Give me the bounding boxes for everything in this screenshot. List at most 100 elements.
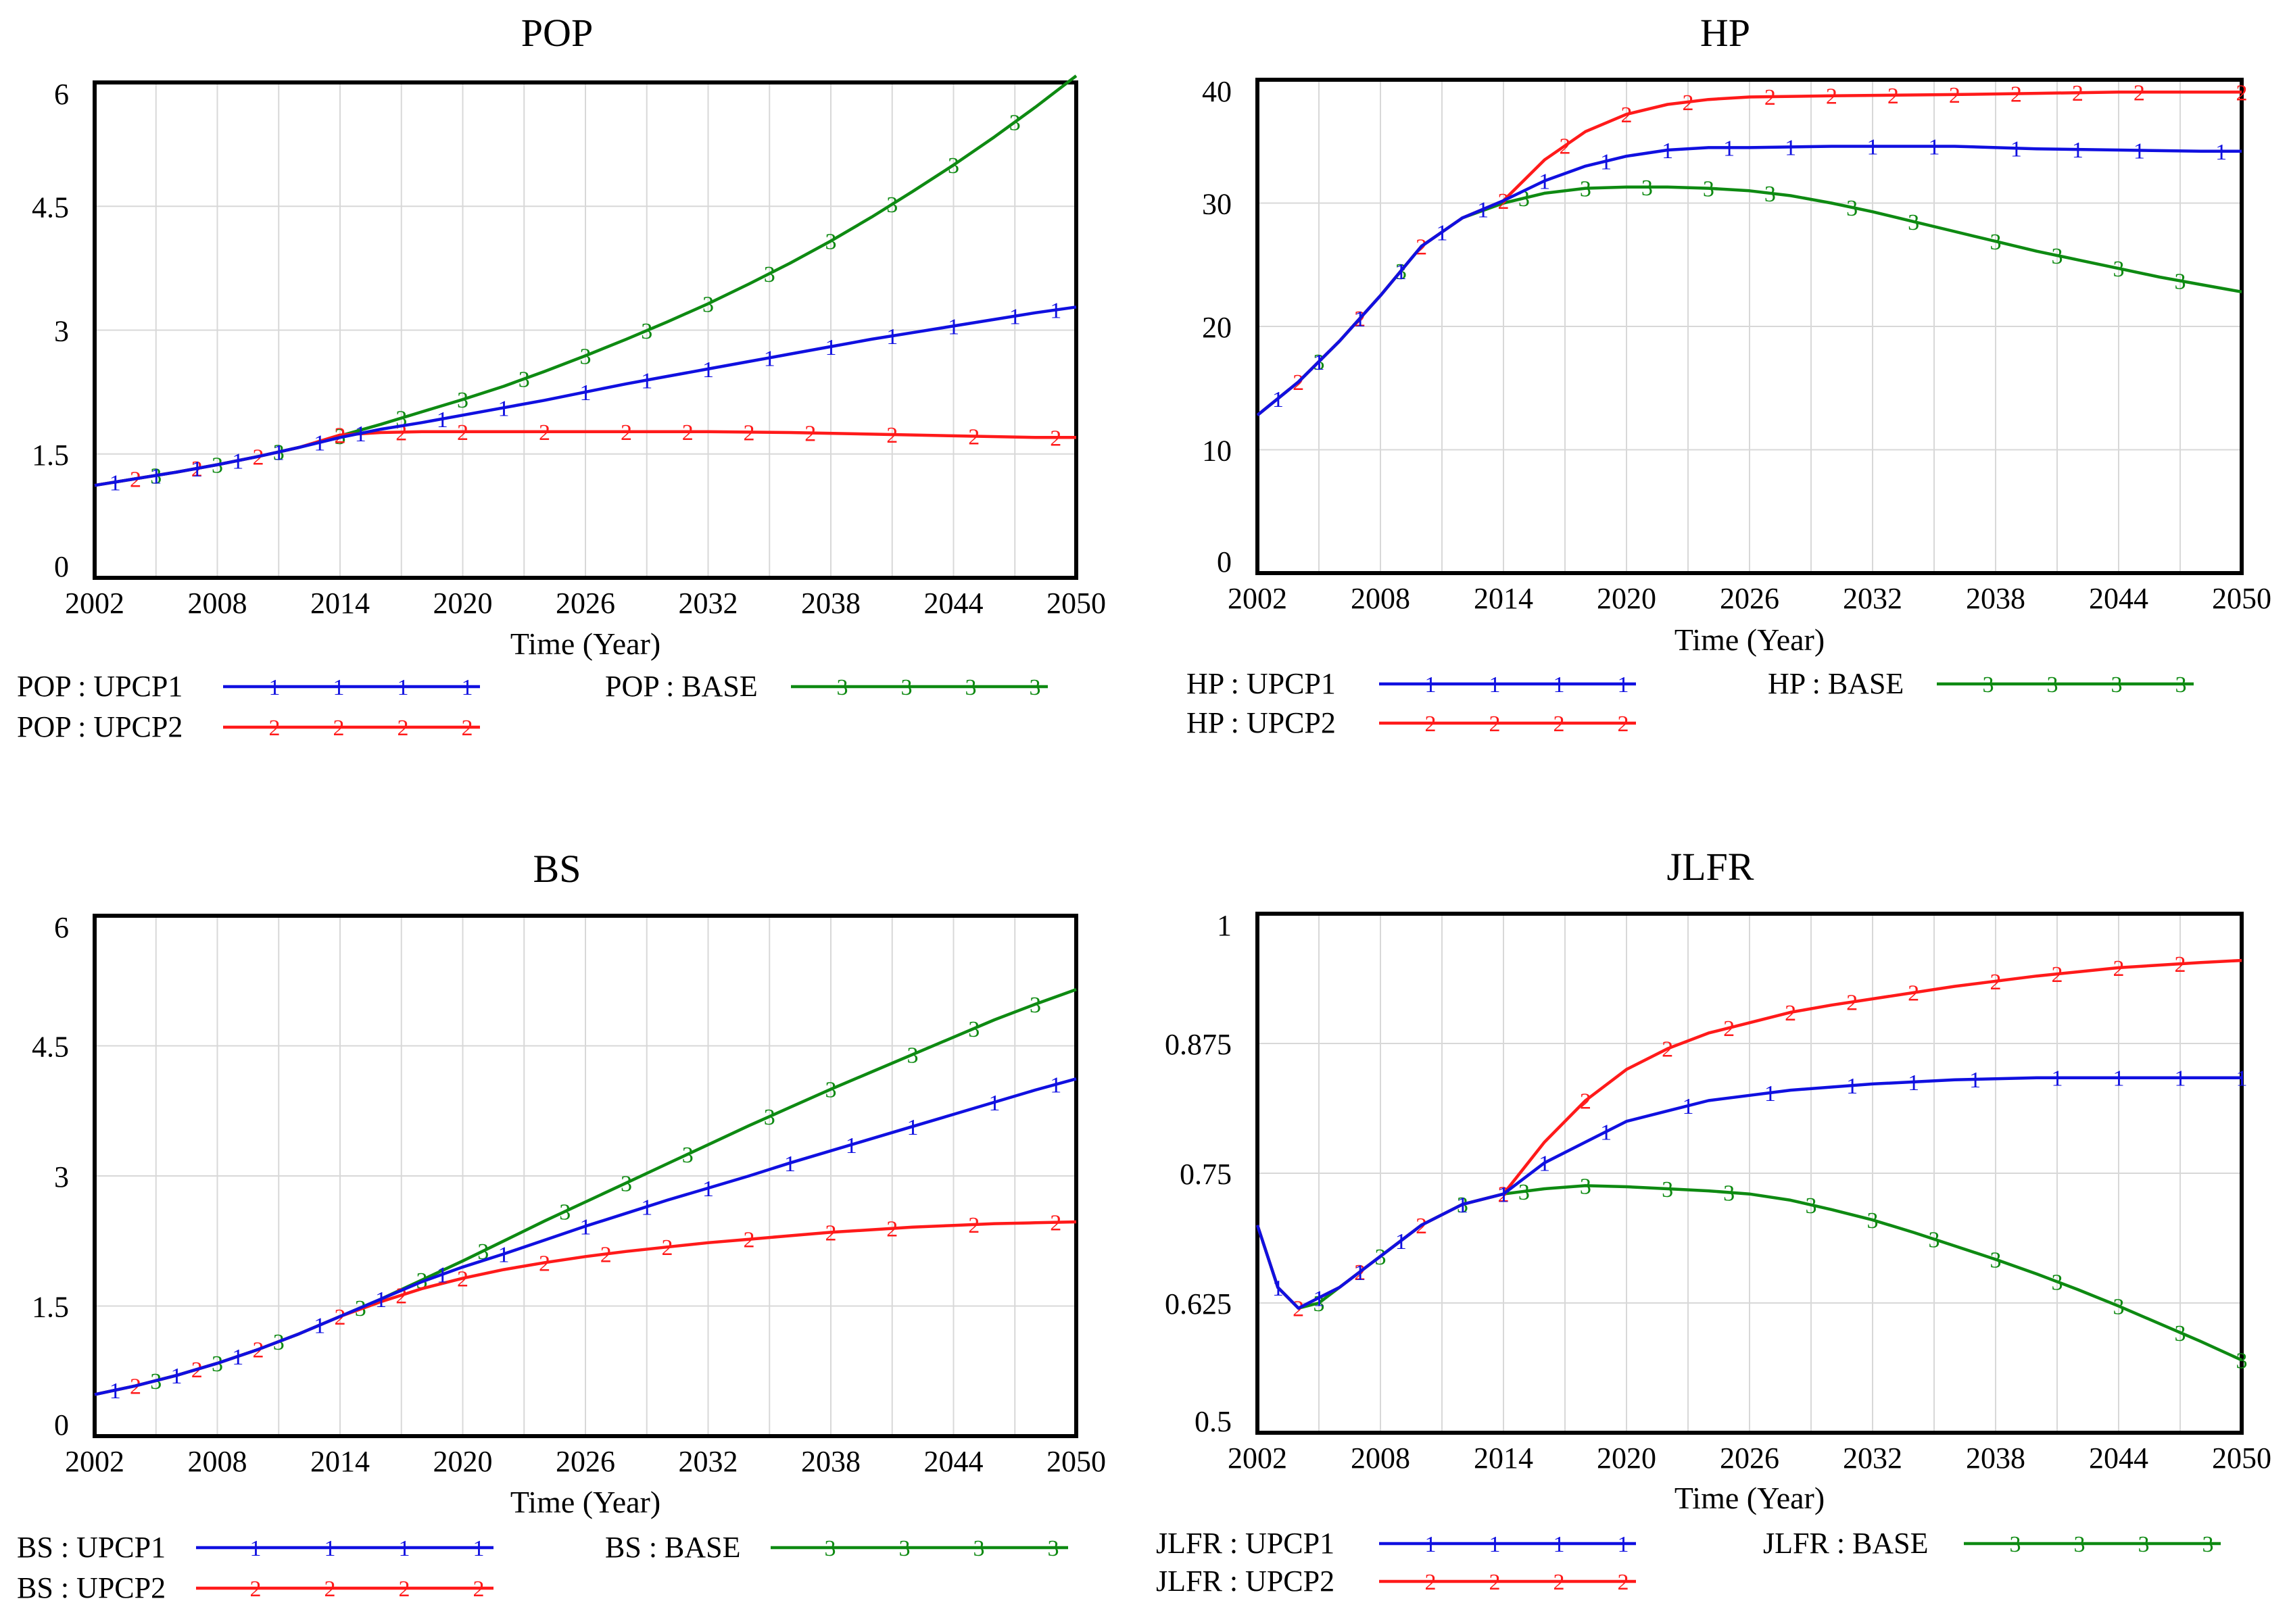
series-marker-upcp1: 1 (1477, 198, 1489, 223)
series-line-upcp1 (1256, 145, 2242, 417)
x-tick-label: 2026 (556, 1445, 615, 1478)
series-marker-upcp2: 2 (1785, 1001, 1796, 1026)
series-marker-upcp1: 1 (1050, 1073, 1061, 1098)
series-marker-upcp2: 2 (2175, 952, 2186, 977)
legend-label: BS : UPCP2 (17, 1571, 166, 1604)
y-tick-label: 10 (1202, 435, 1232, 468)
series-marker-upcp1: 1 (498, 1243, 510, 1268)
legend-label: POP : UPCP2 (17, 710, 183, 743)
legend-marker: 3 (899, 1536, 911, 1561)
x-tick-label: 2020 (1597, 1442, 1656, 1475)
series-marker-upcp1: 1 (1539, 1152, 1550, 1177)
x-tick-label: 2050 (1046, 1445, 1106, 1478)
legend-marker: 1 (250, 1536, 262, 1561)
x-axis-label: Time (Year) (1674, 1481, 1825, 1515)
x-tick-label: 2026 (1720, 1442, 1779, 1475)
series-marker-upcp1: 1 (1314, 1286, 1325, 1311)
legend-entry-upcp2: HP : UPCP2 2 2 2 2 (1186, 706, 1636, 739)
series-marker-upcp1: 1 (580, 1214, 592, 1239)
x-tick-label: 2032 (679, 1445, 738, 1478)
legend-marker: 2 (1618, 712, 1629, 737)
legend-marker: 1 (1425, 1532, 1437, 1557)
legend-marker: 2 (1553, 712, 1565, 737)
series-marker-base: 3 (1580, 1174, 1591, 1199)
y-tick-label: 40 (1202, 75, 1232, 108)
legend-marker: 3 (2175, 672, 2187, 697)
x-tick-label: 2008 (1351, 1442, 1410, 1475)
legend-marker: 1 (462, 675, 473, 700)
series-marker-base: 3 (1662, 1177, 1673, 1202)
chart-title: JLFR (1667, 845, 1754, 889)
y-tick-label: 3 (54, 1160, 69, 1194)
series-marker-base: 3 (559, 1200, 571, 1225)
legend-marker: 3 (2047, 672, 2058, 697)
series-marker-base: 3 (1703, 177, 1714, 202)
legend-entry-upcp1: BS : UPCP1 1 1 1 1 (17, 1531, 493, 1564)
series-marker-base: 3 (1990, 230, 2002, 255)
series-marker-upcp1: 1 (886, 324, 898, 349)
series-marker-upcp1: 1 (171, 1364, 183, 1389)
series-marker-base: 3 (886, 193, 898, 218)
series-marker-upcp1: 1 (1395, 1229, 1407, 1254)
x-tick-label: 2002 (1228, 1442, 1287, 1475)
series-marker-upcp2: 2 (1990, 970, 2002, 995)
series-marker-upcp1: 1 (437, 408, 448, 433)
series-marker-upcp1: 1 (1846, 1074, 1858, 1099)
series-marker-upcp1: 1 (907, 1115, 919, 1140)
series-marker-base: 3 (764, 1105, 775, 1130)
series-marker-upcp2: 2 (1580, 1089, 1591, 1114)
y-tick-label: 0 (54, 550, 69, 583)
x-tick-label: 2008 (188, 1445, 247, 1478)
legend-marker: 3 (1048, 1536, 1059, 1561)
series-marker-upcp2: 2 (2134, 80, 2145, 105)
y-tick-label: 0 (1217, 545, 1232, 579)
x-tick-label: 2044 (924, 1445, 984, 1478)
x-tick-label: 2008 (188, 587, 247, 620)
chart-title: HP (1700, 11, 1750, 55)
y-tick-label: 4.5 (32, 1031, 69, 1064)
legend-marker: 1 (1618, 672, 1629, 697)
series-marker-upcp2: 2 (1949, 83, 1960, 108)
series-marker-base: 3 (457, 388, 468, 413)
series-marker-upcp2: 2 (457, 420, 468, 445)
y-tick-label: 4.5 (32, 191, 69, 224)
legend-marker: 3 (973, 1536, 985, 1561)
legend-marker: 2 (1425, 712, 1437, 737)
legend-marker: 2 (269, 716, 281, 741)
series-marker-base: 3 (2175, 269, 2186, 294)
series-marker-base: 3 (2113, 257, 2125, 282)
series-marker-upcp1: 1 (1009, 305, 1021, 330)
x-tick-label: 2038 (1966, 1442, 2025, 1475)
series-marker-base: 3 (825, 1078, 837, 1103)
series-marker-upcp1: 1 (2052, 1066, 2063, 1091)
series-marker-base: 3 (580, 344, 592, 369)
legend-marker: 3 (2202, 1532, 2214, 1557)
x-tick-label: 2050 (2212, 582, 2271, 615)
plot-frame (93, 80, 1078, 580)
x-axis-label: Time (Year) (1674, 622, 1825, 657)
legend-marker: 1 (333, 675, 345, 700)
chart-hp: HP 0 10 20 30 40 2002 2008 2014 2020 2026 2032 2038 2… (1186, 11, 2271, 739)
series-marker-base: 3 (1764, 182, 1776, 207)
series-marker-upcp1: 1 (1600, 1121, 1612, 1146)
series-marker-upcp2: 2 (1050, 1211, 1061, 1236)
series-marker-base: 3 (1908, 210, 1919, 235)
y-tick-label: 6 (54, 78, 69, 111)
series-marker-base: 3 (968, 1017, 980, 1042)
series-marker-upcp1: 1 (437, 1263, 448, 1288)
series-marker-upcp2: 2 (1764, 85, 1776, 110)
series-marker-base: 3 (1929, 1228, 1940, 1253)
legend-marker: 2 (324, 1577, 336, 1602)
series-marker-upcp1: 1 (702, 358, 714, 383)
x-tick-label: 2002 (65, 1445, 124, 1478)
series-marker-base: 3 (1846, 196, 1858, 221)
legend-label: HP : UPCP2 (1186, 706, 1336, 739)
legend-marker: 3 (1983, 672, 1994, 697)
legend-marker: 3 (2010, 1532, 2021, 1557)
series-marker-upcp2: 2 (825, 1221, 837, 1246)
legend-marker: 1 (473, 1536, 485, 1561)
series-line-upcp1 (94, 1077, 1077, 1396)
legend-marker: 3 (2074, 1532, 2086, 1557)
series-marker-upcp1: 1 (2175, 1066, 2186, 1091)
